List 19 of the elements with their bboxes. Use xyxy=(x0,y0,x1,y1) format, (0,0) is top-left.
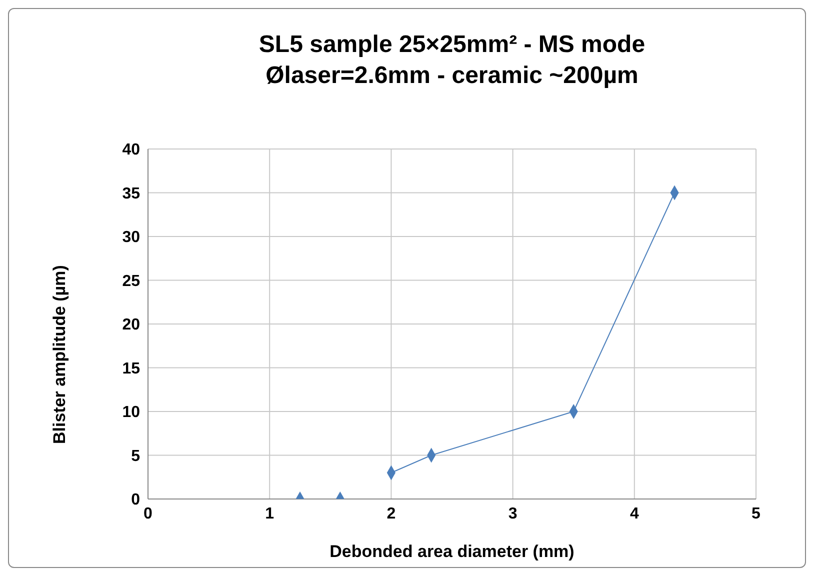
y-tick-label: 35 xyxy=(122,185,140,202)
y-tick-label: 40 xyxy=(122,142,140,159)
y-tick-label: 10 xyxy=(122,404,140,422)
x-tick-label: 4 xyxy=(630,505,639,522)
y-tick-label: 15 xyxy=(122,360,140,378)
x-tick-label: 0 xyxy=(144,505,153,522)
x-tick-label: 5 xyxy=(752,505,761,522)
x-tick-label: 1 xyxy=(265,505,274,522)
y-tick-label: 0 xyxy=(131,492,140,509)
x-tick-label: 2 xyxy=(386,505,396,522)
x-tick-label: 3 xyxy=(508,505,518,522)
y-tick-label: 30 xyxy=(122,229,140,246)
y-tick-label: 5 xyxy=(131,448,140,465)
y-axis-title: Blister amplitude (µm) xyxy=(50,265,70,444)
x-axis-title: Debonded area diameter (mm) xyxy=(330,542,574,561)
y-tick-label: 25 xyxy=(122,272,140,290)
chart-subtitle: Ølaser=2.6mm - ceramic ~200µm xyxy=(264,61,640,91)
y-tick-label: 20 xyxy=(122,316,140,334)
chart-title: SL5 sample 25×25mm² - MS mode xyxy=(258,30,646,60)
